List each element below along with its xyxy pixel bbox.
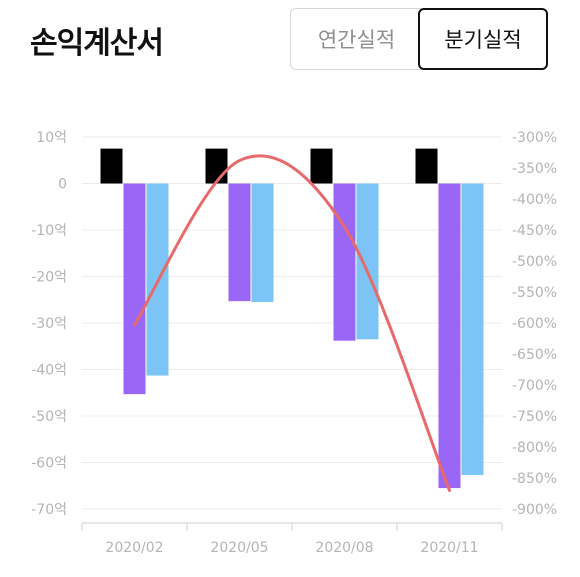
bar-series-0-3: [415, 148, 438, 184]
right-tick-label: -800%: [512, 440, 557, 456]
right-tick-label: -450%: [512, 223, 557, 239]
x-tick-label: 2020/08: [315, 540, 373, 556]
x-tick-label: 2020/02: [105, 540, 163, 556]
x-tick-label: 2020/11: [420, 540, 478, 556]
right-tick-label: -700%: [512, 378, 557, 394]
right-tick-label: -600%: [512, 316, 557, 332]
left-tick-label: -10억: [31, 223, 67, 239]
bar-series-0-2: [310, 148, 333, 184]
right-tick-label: -550%: [512, 285, 557, 301]
right-tick-label: -500%: [512, 254, 557, 270]
left-tick-label: -20억: [31, 270, 67, 286]
tab-quarterly-results[interactable]: 분기실적: [418, 8, 548, 70]
margin-line: [133, 154, 451, 492]
right-tick-label: -400%: [512, 192, 557, 208]
left-tick-label: -30억: [31, 316, 67, 332]
bar-series-2-2: [356, 183, 379, 340]
bar-series-2-1: [251, 183, 274, 303]
left-tick-label: -50억: [31, 409, 67, 425]
bar-series-1-1: [228, 183, 251, 302]
bar-series-1-2: [333, 183, 356, 341]
left-tick-label: 10억: [36, 130, 67, 146]
right-tick-label: -300%: [512, 130, 557, 146]
right-tick-label: -650%: [512, 347, 557, 363]
bar-series-0-1: [205, 148, 228, 184]
tab-annual-results[interactable]: 연간실적: [290, 8, 422, 70]
left-tick-label: -40억: [31, 363, 67, 379]
bar-series-2-3: [461, 183, 484, 476]
bar-series-0-0: [100, 148, 123, 184]
right-tick-label: -350%: [512, 161, 557, 177]
right-tick-label: -750%: [512, 409, 557, 425]
x-tick-label: 2020/05: [210, 540, 268, 556]
bar-series-1-0: [123, 183, 146, 395]
right-tick-label: -850%: [512, 471, 557, 487]
page-title: 손익계산서: [30, 26, 164, 61]
left-tick-label: 0: [58, 177, 67, 193]
left-tick-label: -60억: [31, 456, 67, 472]
left-tick-label: -70억: [31, 502, 67, 518]
right-tick-label: -900%: [512, 502, 557, 518]
bar-series-1-3: [438, 183, 461, 489]
